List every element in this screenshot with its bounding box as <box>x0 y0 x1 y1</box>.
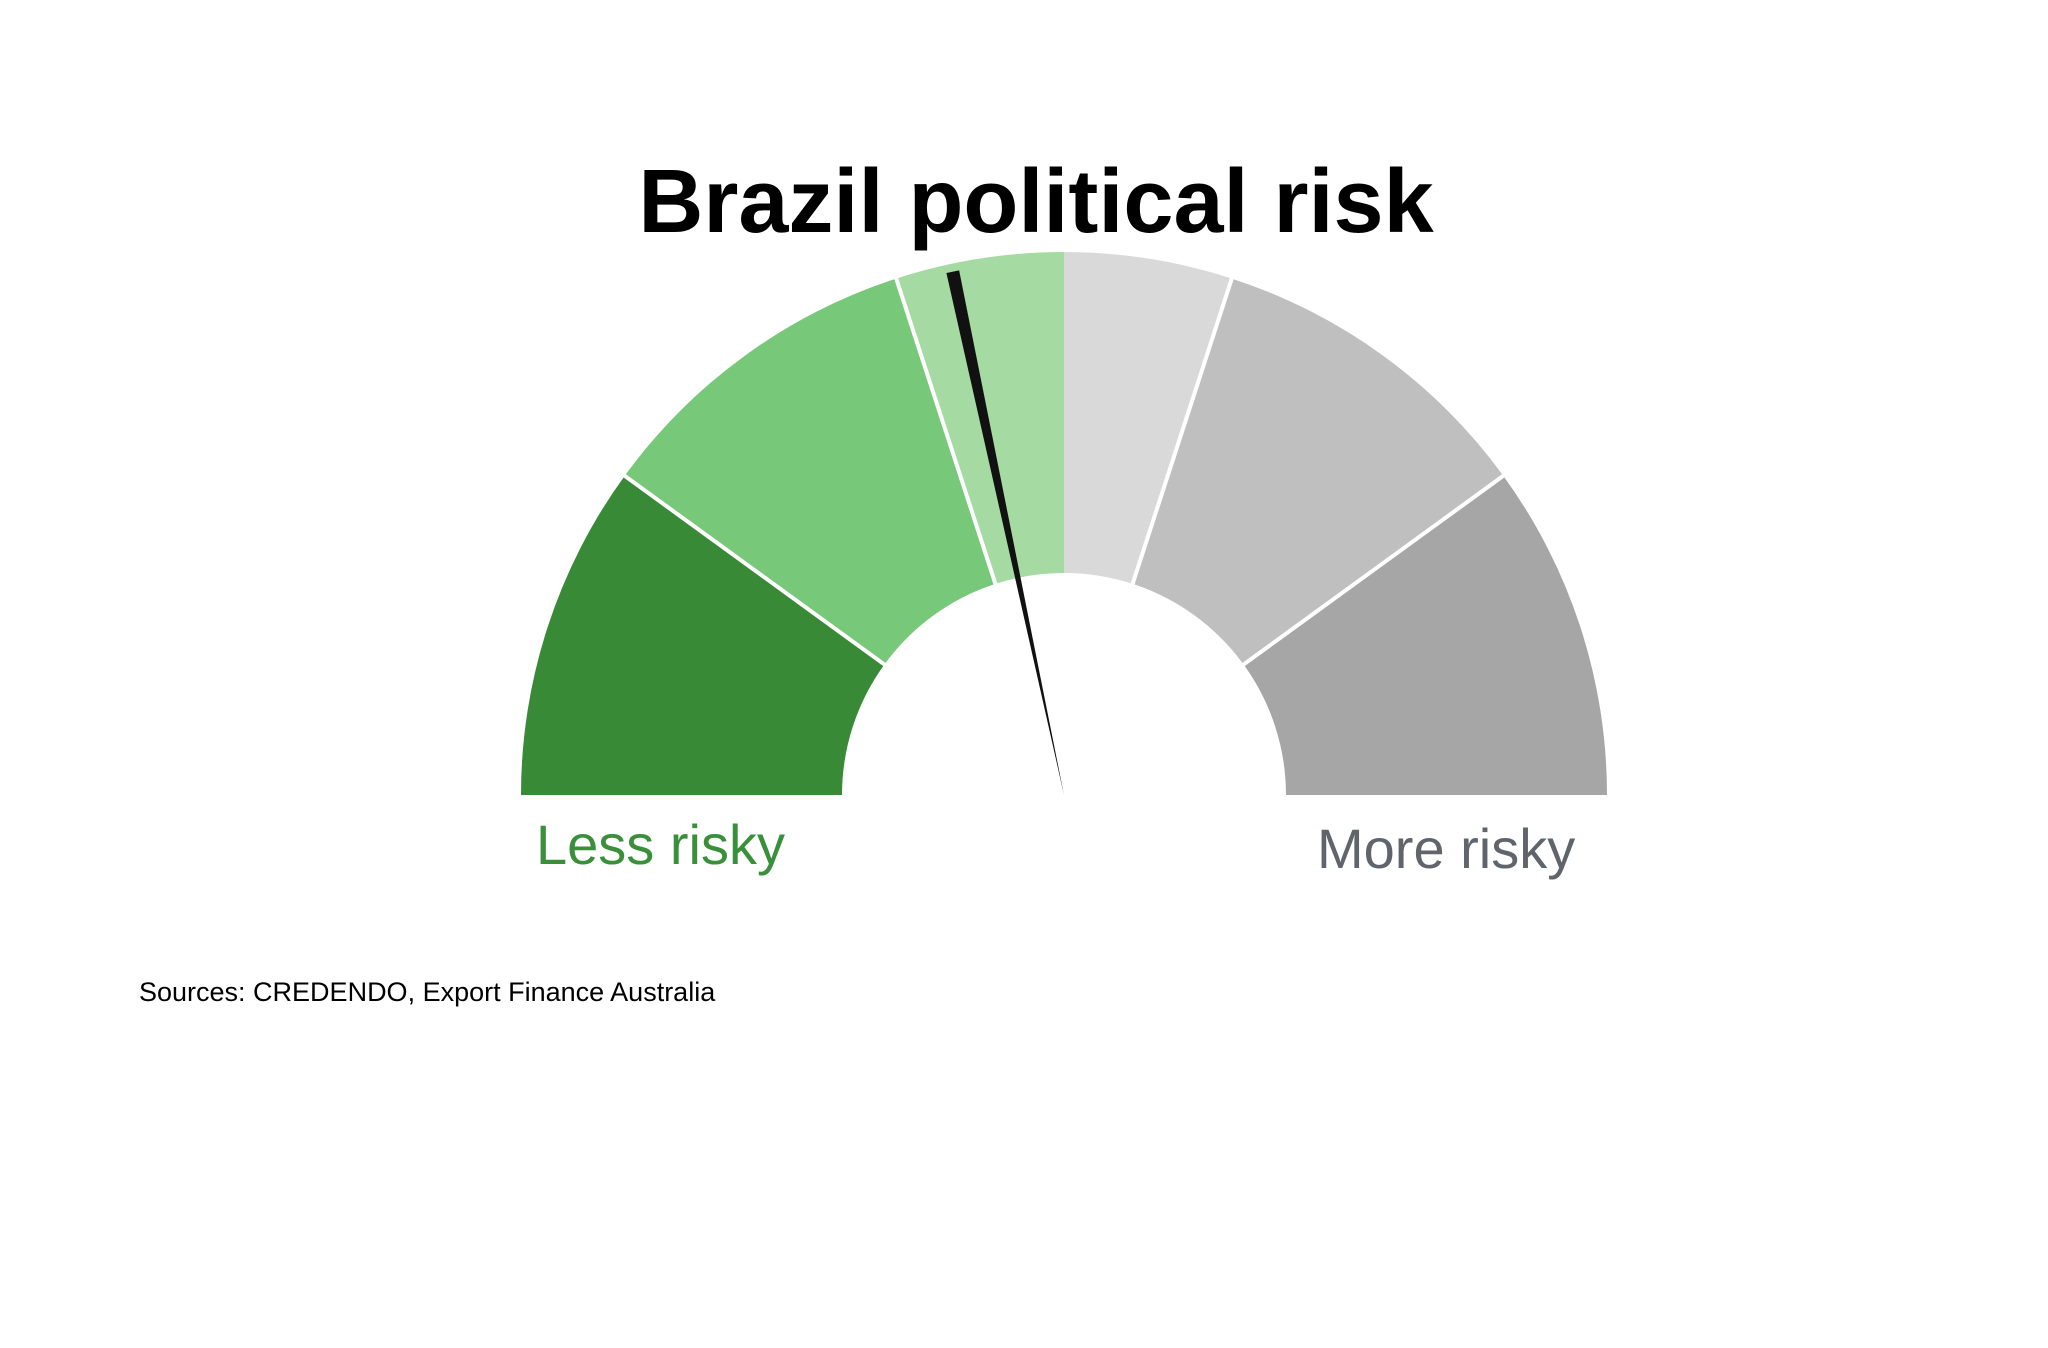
gauge-needle <box>946 270 1064 795</box>
segment-divider <box>1130 276 1235 587</box>
gauge-segments <box>521 252 1607 795</box>
segment-divider <box>1240 473 1507 668</box>
gauge-segment <box>1243 475 1607 795</box>
more-risky-label: More risky <box>1317 817 1576 880</box>
less-risky-label: Less risky <box>536 813 785 876</box>
gauge-segment <box>521 475 885 795</box>
sources-note: Sources: CREDENDO, Export Finance Austra… <box>139 977 716 1007</box>
gauge-segment <box>624 278 996 665</box>
segment-divider <box>893 276 998 587</box>
segment-divider <box>621 473 888 668</box>
gauge-segment <box>1064 252 1232 584</box>
chart-title: Brazil political risk <box>638 152 1434 252</box>
gauge-segment <box>1132 278 1504 665</box>
